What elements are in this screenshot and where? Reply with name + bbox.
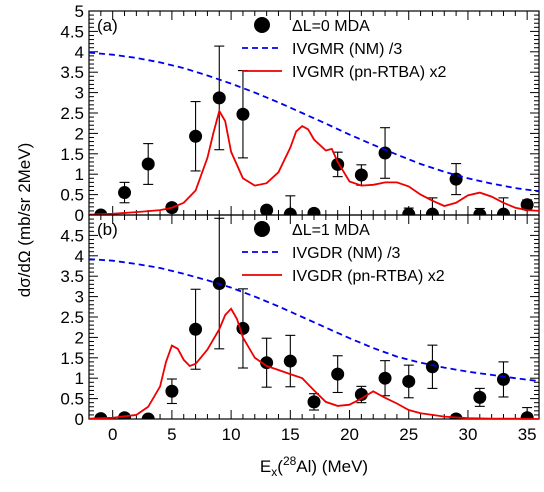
y-tick-label: 3.5 [60, 63, 84, 82]
y-tick-label: 3 [75, 288, 84, 307]
panel-b: 00.5 11.5 22.53 3.54 4.5 (b) ΔL=1 MDA IVGDR (NM… [60, 214, 540, 429]
panel-a: 00.5 11.5 22.53 3.54 4.55 (a) ΔL=0 MDA IVGMR (N… [60, 2, 540, 225]
data-point [354, 168, 368, 182]
y-tick-label: 1 [75, 165, 84, 184]
rtba-curve [89, 108, 539, 215]
y-tick-label: 2.5 [60, 104, 84, 123]
data-point [378, 146, 392, 160]
data-point [473, 208, 487, 215]
data-point [141, 157, 155, 171]
y-tick-label: 4.5 [60, 226, 84, 245]
data-point [118, 186, 132, 200]
data-point [520, 411, 534, 419]
data-point [473, 390, 487, 404]
panel-label: (b) [97, 220, 118, 239]
legend-label: ΔL=0 MDA [292, 18, 370, 35]
data-point [378, 371, 392, 385]
data-point [449, 412, 463, 419]
data-point [331, 367, 345, 381]
nm-dashed-curve [89, 51, 539, 193]
x-tick-label: 5 [167, 425, 176, 444]
data-point [520, 198, 534, 212]
x-tick-label: 35 [518, 425, 537, 444]
y-tick-label: 2.5 [60, 308, 84, 327]
y-tick-label: 4.5 [60, 22, 84, 41]
y-tick-label: 5 [75, 2, 84, 21]
nm-dashed-curve [89, 258, 539, 382]
y-tick-label: 1 [75, 369, 84, 388]
x-tick-label: 0 [108, 425, 117, 444]
data-point [260, 356, 274, 370]
legend-label: ΔL=1 MDA [292, 222, 370, 239]
data-point [189, 322, 203, 336]
y-tick-label: 1.5 [60, 349, 84, 368]
x-tick-label: 20 [340, 425, 359, 444]
legend-label: IVGMR (NM) /3 [292, 41, 402, 58]
y-tick-label: 3.5 [60, 267, 84, 286]
x-tick-label: 25 [399, 425, 418, 444]
y-tick-label: 4 [75, 247, 84, 266]
y-tick-label: 3 [75, 84, 84, 103]
data-point [141, 412, 155, 419]
y-tick-label: 2 [75, 124, 84, 143]
data-point [307, 395, 321, 409]
y-tick-label: 1.5 [60, 145, 84, 164]
x-tick-label: 10 [222, 425, 241, 444]
data-point [496, 207, 510, 215]
y-tick-label: 0.5 [60, 186, 84, 205]
data-point [425, 207, 439, 215]
y-tick-label: 2 [75, 328, 84, 347]
y-axis-label: dσ/dΩ (mb/sr 2MeV) [15, 143, 34, 298]
y-tick-label: 0.5 [60, 390, 84, 409]
legend-marker [254, 17, 270, 33]
data-point [236, 107, 250, 121]
data-point [189, 129, 203, 143]
y-tick-label: 0 [75, 206, 84, 225]
data-point [283, 207, 297, 215]
y-tick-label: 4 [75, 43, 84, 62]
data-point [307, 206, 321, 215]
data-point [425, 360, 439, 374]
data-point [402, 207, 416, 215]
data-point [212, 91, 226, 105]
x-tick-label: 30 [458, 425, 477, 444]
x-axis-label: Ex(28Al) (MeV) [260, 454, 368, 479]
data-point [354, 388, 368, 402]
data-point [402, 374, 416, 388]
legend-label: IVGMR (pn-RTBA) x2 [292, 64, 447, 81]
y-axis-label-group: dσ/dΩ (mb/sr 2MeV) [15, 143, 34, 298]
data-point [496, 372, 510, 386]
data-point [283, 354, 297, 368]
legend-label: IVGDR (pn-RTBA) x2 [292, 268, 445, 285]
legend-marker [254, 221, 270, 237]
data-point [260, 203, 274, 215]
panel-label: (a) [97, 16, 118, 35]
legend-label: IVGDR (NM) /3 [292, 245, 401, 262]
y-tick-label: 0 [75, 410, 84, 429]
rtba-curve [89, 307, 539, 419]
x-tick-label: 15 [281, 425, 300, 444]
data-point [165, 384, 179, 398]
